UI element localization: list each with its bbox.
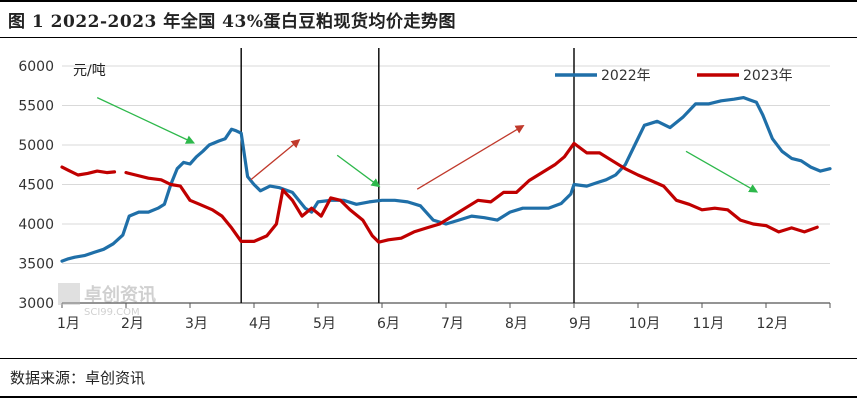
- trend-arrow: [96, 97, 196, 144]
- y-tick-label: 4500: [18, 178, 54, 194]
- x-tick-label: 3月: [185, 316, 208, 332]
- watermark: 卓创资讯 SCI99.COM: [58, 283, 156, 318]
- y-tick-label: 6000: [18, 59, 54, 75]
- figure-title: 图 1 2022-2023 年全国 43%蛋白豆粕现货均价走势图: [8, 12, 456, 32]
- price-trend-chart: 3000 3500 4000 4500 5000 5500 6000 1月 2月 3月 4月 5月 6…: [18, 48, 832, 332]
- vertical-markers: [240, 48, 575, 303]
- x-tick-label: 5月: [313, 316, 336, 332]
- series-line-2022: [60, 96, 832, 263]
- series-lines: [60, 96, 832, 263]
- legend-label: 2023年: [743, 68, 793, 84]
- series-line-2023: [60, 141, 819, 244]
- x-tick-label: 10月: [628, 316, 660, 332]
- watermark-site: SCI99.COM: [84, 307, 140, 318]
- x-tick-label: 1月: [57, 316, 80, 332]
- x-tick-label: 6月: [377, 316, 400, 332]
- trend-arrows: [96, 97, 759, 193]
- trend-arrow: [685, 150, 759, 193]
- trend-arrow: [250, 138, 301, 181]
- y-tick-label: 4000: [18, 217, 54, 233]
- watermark-logo-icon: [58, 283, 80, 305]
- y-tick-label: 3000: [18, 296, 54, 312]
- watermark-brand: 卓创资讯: [84, 284, 156, 306]
- x-tick-label: 11月: [692, 316, 724, 332]
- trend-arrow: [416, 125, 525, 190]
- y-tick-label: 5500: [18, 99, 54, 115]
- legend: 2022年 2023年: [555, 68, 793, 84]
- data-source: 数据来源：卓创资讯: [10, 369, 146, 387]
- y-axis-label: 元/吨: [73, 63, 106, 79]
- x-tick-label: 4月: [249, 316, 272, 332]
- y-tick-label: 3500: [18, 257, 54, 273]
- x-tick-label: 8月: [505, 316, 528, 332]
- source-bar: 数据来源：卓创资讯: [0, 358, 857, 398]
- x-tick-label: 7月: [441, 316, 464, 332]
- x-tick-label: 9月: [569, 316, 592, 332]
- legend-label: 2022年: [601, 68, 651, 84]
- y-tick-label: 5000: [18, 138, 54, 154]
- trend-arrow: [336, 154, 381, 188]
- x-tick-label: 12月: [756, 316, 788, 332]
- x-axis: 1月 2月 3月 4月 5月 6月 7月 8月 9月 10月 11月 12月: [57, 303, 831, 332]
- y-axis: 3000 3500 4000 4500 5000 5500 6000: [18, 59, 54, 312]
- x-tick-label: 2月: [121, 316, 144, 332]
- title-bar: 图 1 2022-2023 年全国 43%蛋白豆粕现货均价走势图: [0, 0, 857, 38]
